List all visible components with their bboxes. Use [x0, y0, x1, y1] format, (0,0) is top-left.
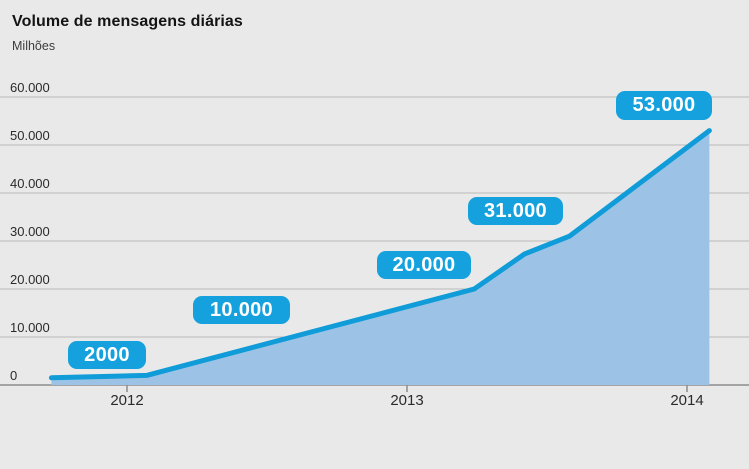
data-label-pill: 31.000 [468, 197, 563, 225]
data-label-pill: 53.000 [616, 91, 712, 120]
x-axis-tick-label: 2012 [110, 392, 144, 409]
data-label-pill: 20.000 [377, 251, 471, 279]
data-label-pill: 10.000 [193, 296, 290, 324]
x-axis-tick-label: 2014 [670, 392, 704, 409]
y-axis-tick-label: 40.000 [10, 176, 50, 191]
y-axis-tick-label: 0 [10, 368, 18, 383]
chart-unit-label: Milhões [12, 39, 56, 53]
x-axis-tick-label: 2013 [390, 392, 424, 409]
y-axis-tick-label: 20.000 [10, 272, 50, 287]
y-axis-tick-label: 10.000 [10, 320, 50, 335]
y-axis-tick-label: 30.000 [10, 224, 50, 239]
y-axis-tick-label: 60.000 [10, 80, 50, 95]
chart-title: Volume de mensagens diárias [12, 13, 243, 30]
area-fill [51, 130, 710, 385]
trend-line [48, 128, 712, 381]
y-axis-tick-label: 50.000 [10, 128, 50, 143]
data-label-pill: 2000 [68, 341, 146, 369]
